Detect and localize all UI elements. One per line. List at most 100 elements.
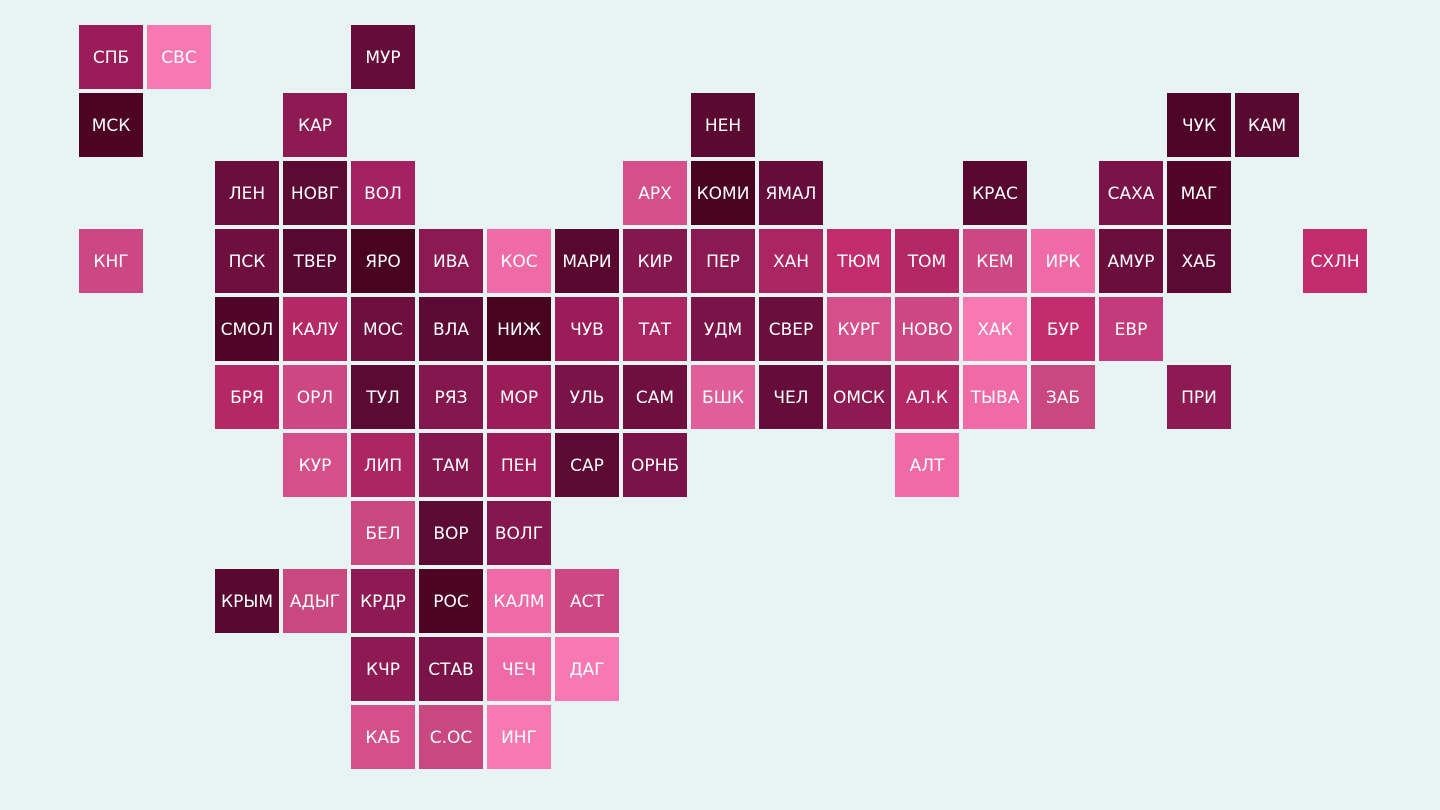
tile-label: АДЫГ <box>290 592 340 612</box>
region-tile: МОС <box>351 297 415 361</box>
tile-label: АМУР <box>1108 252 1155 272</box>
tile-label: МСК <box>92 116 131 136</box>
tile-background <box>79 25 143 89</box>
tile-background <box>827 297 891 361</box>
tile-label: ХАК <box>977 320 1012 340</box>
region-tile: С.ОС <box>419 705 483 769</box>
tile-background <box>419 297 483 361</box>
tile-background <box>623 433 687 497</box>
tile-label: СПБ <box>93 48 129 68</box>
tile-label: КАБ <box>365 728 400 748</box>
tile-label: ЧЕЛ <box>773 388 808 408</box>
region-tile: ЯМАЛ <box>759 161 823 225</box>
tile-background <box>691 365 755 429</box>
region-tile: ПЕР <box>691 229 755 293</box>
region-tile: ЧУК <box>1167 93 1231 157</box>
region-tile: СВС <box>147 25 211 89</box>
tile-background <box>283 229 347 293</box>
region-tile: РОС <box>419 569 483 633</box>
region-tile: МАРИ <box>555 229 619 293</box>
tile-background <box>1235 93 1299 157</box>
tile-label: ОРЛ <box>297 388 333 408</box>
tile-label: МОС <box>363 320 403 340</box>
tile-label: ТВЕР <box>292 252 336 272</box>
region-tile: ЧЕЛ <box>759 365 823 429</box>
tile-background <box>283 161 347 225</box>
tile-background <box>691 229 755 293</box>
region-tile: КНГ <box>79 229 143 293</box>
tile-label: ИРК <box>1045 252 1080 272</box>
tile-background <box>487 229 551 293</box>
tile-background <box>351 637 415 701</box>
region-tile: ЧЕЧ <box>487 637 551 701</box>
region-tile: ЯРО <box>351 229 415 293</box>
region-tile: ПСК <box>215 229 279 293</box>
tile-label: АЛ.К <box>906 388 948 408</box>
tile-label: ОМСК <box>833 388 885 408</box>
tile-label: ПЕР <box>706 252 740 272</box>
region-tile: БРЯ <box>215 365 279 429</box>
tile-background <box>215 229 279 293</box>
tile-background <box>419 705 483 769</box>
tile-label: ЧУК <box>1182 116 1216 136</box>
region-tile: АМУР <box>1099 229 1163 293</box>
tile-background <box>827 365 891 429</box>
tile-label: ВОР <box>433 524 468 544</box>
region-tile: АРХ <box>623 161 687 225</box>
tile-label: ИНГ <box>501 728 537 748</box>
region-tile: ВЛА <box>419 297 483 361</box>
tile-label: ЛЕН <box>229 184 265 204</box>
region-tile: ТАТ <box>623 297 687 361</box>
tile-background <box>147 25 211 89</box>
region-tile: СХЛН <box>1303 229 1367 293</box>
region-tile: ХАН <box>759 229 823 293</box>
tile-background <box>759 297 823 361</box>
tile-background <box>895 297 959 361</box>
region-tile: РЯЗ <box>419 365 483 429</box>
region-tile: ЛЕН <box>215 161 279 225</box>
region-tile: НОВО <box>895 297 959 361</box>
tile-background <box>895 229 959 293</box>
tile-label: НЕН <box>705 116 741 136</box>
tile-label: ТОМ <box>907 252 946 272</box>
tile-label: АСТ <box>570 592 604 612</box>
tile-label: ЧЕЧ <box>502 660 536 680</box>
region-tile: КАБ <box>351 705 415 769</box>
region-tile: БЕЛ <box>351 501 415 565</box>
region-tile: ХАБ <box>1167 229 1231 293</box>
tile-background <box>1099 161 1163 225</box>
tile-label: УДМ <box>704 320 742 340</box>
region-tile: КРЫМ <box>215 569 279 633</box>
tile-background <box>419 569 483 633</box>
region-tile: ЧУВ <box>555 297 619 361</box>
tile-label: ЕВР <box>1115 320 1148 340</box>
tile-label: ПРИ <box>1181 388 1217 408</box>
tile-background <box>487 637 551 701</box>
tile-background <box>759 161 823 225</box>
tile-label: СВЕР <box>769 320 814 340</box>
tile-background <box>487 297 551 361</box>
tile-label: СХЛН <box>1310 252 1359 272</box>
tile-label: ВЛА <box>433 320 469 340</box>
tile-background <box>351 25 415 89</box>
tile-background <box>1167 365 1231 429</box>
tile-background <box>215 297 279 361</box>
tile-label: ВОЛ <box>364 184 402 204</box>
tile-label: ЗАБ <box>1046 388 1080 408</box>
region-tile: ЛИП <box>351 433 415 497</box>
tile-label: КОС <box>500 252 537 272</box>
tile-label: НОВО <box>901 320 952 340</box>
tile-background <box>351 433 415 497</box>
region-tile: ОРЛ <box>283 365 347 429</box>
tile-label: МАГ <box>1181 184 1218 204</box>
region-tile: МАГ <box>1167 161 1231 225</box>
tile-background <box>623 161 687 225</box>
tile-background <box>691 93 755 157</box>
tile-label: САХА <box>1108 184 1155 204</box>
region-tile: ТУЛ <box>351 365 415 429</box>
tile-label: ТЮМ <box>836 252 880 272</box>
tile-label: БШК <box>702 388 744 408</box>
tile-label: СМОЛ <box>221 320 274 340</box>
tile-label: КРАС <box>972 184 1018 204</box>
